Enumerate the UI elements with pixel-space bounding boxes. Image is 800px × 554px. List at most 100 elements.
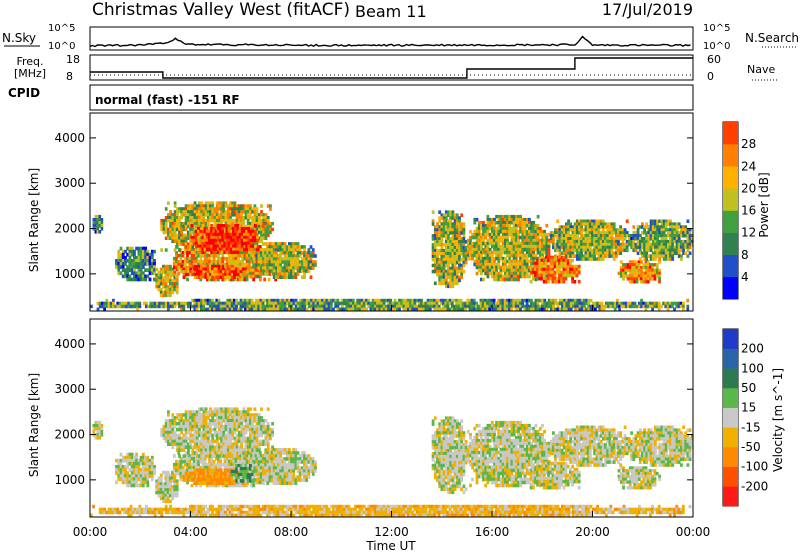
- patch-cell: [141, 246, 145, 251]
- patch-cell: [453, 263, 457, 268]
- patch-cell: [225, 224, 229, 228]
- patch-cell: [166, 264, 170, 269]
- patch-cell: [508, 241, 512, 246]
- patch-cell: [221, 232, 224, 237]
- patch-cell: [451, 228, 455, 232]
- patch-cell: [615, 242, 618, 247]
- patch-cell: [197, 227, 200, 231]
- patch-cell: [606, 245, 610, 250]
- patch-cell: [193, 275, 197, 279]
- patch-cell: [171, 221, 175, 226]
- patch-cell: [221, 229, 224, 234]
- patch-cell: [469, 235, 472, 240]
- patch-cell: [593, 248, 596, 253]
- patch-cell: [210, 232, 213, 237]
- patch-cell: [510, 244, 514, 249]
- patch-cell: [168, 285, 172, 289]
- patch-cell: [201, 250, 205, 254]
- patch-cell: [530, 238, 533, 243]
- nave-label: Nave: [747, 63, 775, 76]
- patch-cell: [228, 298, 232, 303]
- patch-cell: [193, 298, 197, 303]
- patch-cell: [159, 279, 163, 283]
- patch-cell: [493, 271, 496, 276]
- patch-cell: [105, 298, 109, 303]
- patch-cell: [195, 301, 199, 306]
- patch-cell: [519, 253, 522, 258]
- patch-cell: [208, 307, 212, 312]
- patch-cell: [290, 263, 293, 267]
- patch-cell: [646, 274, 650, 278]
- patch-cell: [645, 225, 649, 229]
- patch-cell: [264, 266, 267, 270]
- patch-cell: [493, 277, 496, 282]
- patch-cell: [624, 268, 628, 273]
- patch-cell: [178, 242, 181, 246]
- patch-cell: [217, 259, 220, 264]
- patch-cell: [582, 234, 586, 238]
- patch-cell: [198, 272, 201, 277]
- patch-cell: [188, 248, 192, 252]
- patch-cell: [547, 250, 551, 255]
- patch-cell: [232, 254, 236, 258]
- patch-cell: [488, 253, 492, 258]
- patch-cell: [239, 272, 243, 277]
- patch-cell: [301, 245, 304, 249]
- patch-cell: [453, 278, 457, 283]
- patch-cell: [541, 229, 544, 234]
- patch-cell: [453, 269, 457, 274]
- patch-cell: [447, 231, 450, 235]
- patch-cell: [473, 229, 477, 234]
- patch-cell: [135, 271, 138, 276]
- patch-cell: [455, 281, 459, 286]
- patch-cell: [146, 252, 150, 257]
- patch-cell: [512, 250, 516, 255]
- patch-cell: [490, 274, 494, 279]
- patch-cell: [490, 259, 494, 264]
- patch-cell: [201, 241, 205, 246]
- patch-cell: [232, 259, 236, 264]
- patch-cell: [682, 231, 685, 235]
- patch-cell: [202, 301, 205, 306]
- patch-cell: [98, 230, 102, 234]
- patch-cell: [133, 262, 136, 266]
- patch-cell: [599, 234, 603, 238]
- patch-cell: [486, 217, 490, 222]
- patch-cell: [477, 232, 481, 237]
- patch-cell: [240, 227, 244, 231]
- patch-cell: [649, 254, 653, 258]
- patch-cell: [233, 267, 236, 271]
- patch-cell: [608, 222, 612, 226]
- patch-cell: [198, 224, 201, 229]
- patch-cell: [484, 247, 488, 252]
- patch-cell: [124, 268, 127, 272]
- patch-cell: [141, 249, 145, 254]
- patch-cell: [144, 259, 147, 263]
- patch-cell: [562, 231, 566, 235]
- patch-cell: [635, 263, 639, 267]
- patch-cell: [475, 217, 479, 222]
- patch-cell: [160, 224, 164, 229]
- patch-cell: [139, 252, 143, 257]
- patch-cell: [96, 218, 100, 222]
- patch-cell: [213, 221, 217, 226]
- patch-cell: [153, 262, 156, 266]
- patch-cell: [501, 250, 505, 255]
- patch-cell: [536, 256, 540, 261]
- patch-cell: [599, 222, 603, 226]
- patch-cell: [219, 270, 223, 274]
- patch-cell: [431, 243, 435, 247]
- patch-cell: [504, 250, 507, 255]
- patch-cell: [647, 254, 651, 258]
- patch-cell: [530, 220, 533, 225]
- patch-cell: [514, 244, 518, 249]
- patch-cell: [245, 244, 248, 249]
- patch-cell: [254, 224, 257, 228]
- patch-cell: [187, 236, 190, 240]
- patch-cell: [536, 276, 539, 281]
- patch-cell: [636, 228, 640, 232]
- patch-cell: [482, 229, 485, 234]
- patch-cell: [311, 266, 315, 270]
- patch-cell: [133, 274, 136, 279]
